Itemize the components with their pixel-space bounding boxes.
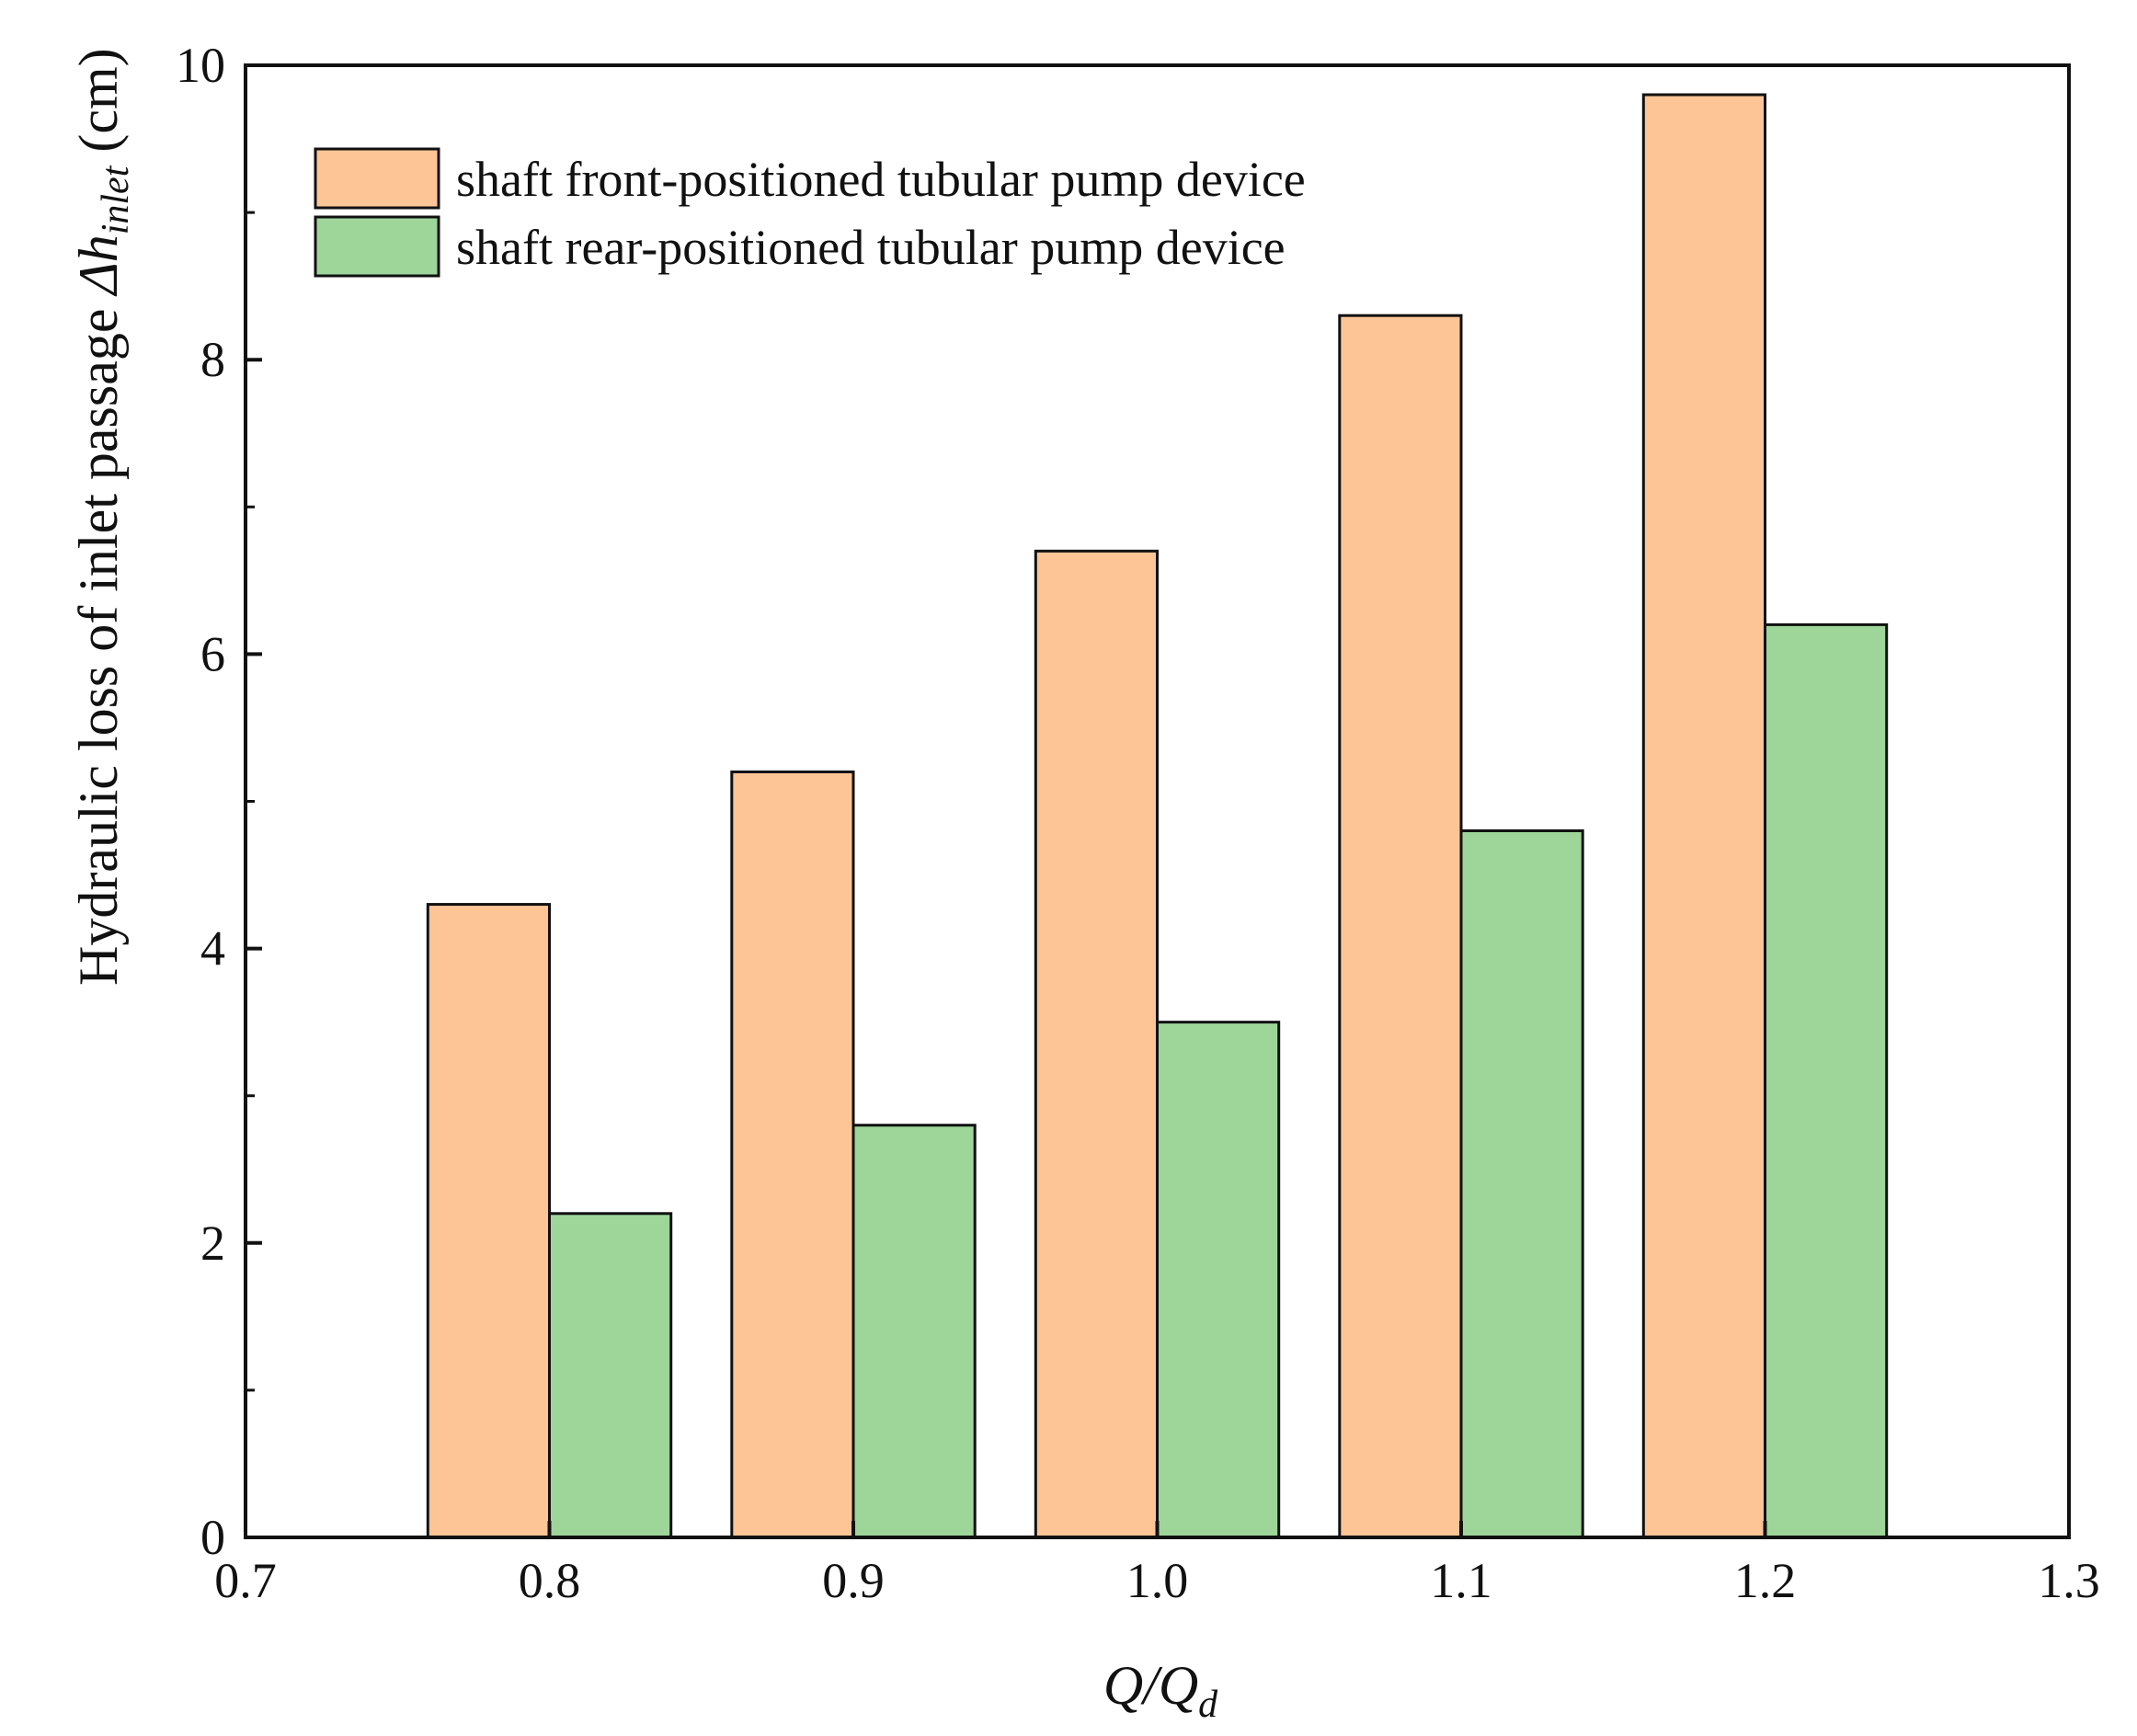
legend-swatch-front: [314, 147, 440, 210]
bar-rear-1.2: [1764, 622, 1889, 1539]
x-tick-label: 0.7: [214, 1553, 277, 1608]
legend-label-front: shaft front-positioned tubular pump devi…: [456, 152, 1306, 207]
bar-front-0.8: [426, 903, 551, 1539]
y-tick-label: 0: [200, 1510, 225, 1565]
x-tick-label: 1.0: [1126, 1553, 1189, 1608]
legend-swatch-rear: [314, 215, 440, 278]
bar-rear-1: [1156, 1021, 1281, 1539]
y-axis-title: Hydraulic loss of inlet passage Δhinlet …: [68, 48, 137, 986]
y-tick-label: 6: [200, 626, 225, 681]
x-tick-label: 0.9: [822, 1553, 885, 1608]
bar-front-1.1: [1338, 314, 1463, 1539]
bar-rear-0.9: [851, 1124, 977, 1539]
x-tick-label: 1.3: [2038, 1553, 2100, 1608]
bars-group: [426, 93, 1889, 1539]
bar-rear-1.1: [1459, 829, 1584, 1539]
bar-front-1: [1034, 549, 1160, 1539]
legend-label-rear: shaft rear-positioned tubular pump devic…: [456, 220, 1286, 275]
x-tick-label: 1.1: [1430, 1553, 1492, 1608]
y-tick-label: 10: [176, 38, 225, 93]
bar-front-1.2: [1641, 93, 1767, 1539]
x-tick-label: 0.8: [519, 1553, 581, 1608]
ticks-group: 0 2 4 6 8 10 0.7 0.8 0.9 1.0 1.1 1.2 1.3: [176, 38, 2100, 1608]
y-tick-label: 4: [200, 921, 225, 976]
x-tick-label: 1.2: [1734, 1553, 1797, 1608]
y-tick-label: 8: [200, 332, 225, 387]
bar-front-0.9: [730, 770, 855, 1539]
legend: shaft front-positioned tubular pump devi…: [314, 147, 1306, 278]
x-axis-title: Q/Qd: [1103, 1655, 1218, 1726]
bar-rear-0.8: [548, 1212, 673, 1539]
y-tick-label: 2: [200, 1216, 225, 1271]
